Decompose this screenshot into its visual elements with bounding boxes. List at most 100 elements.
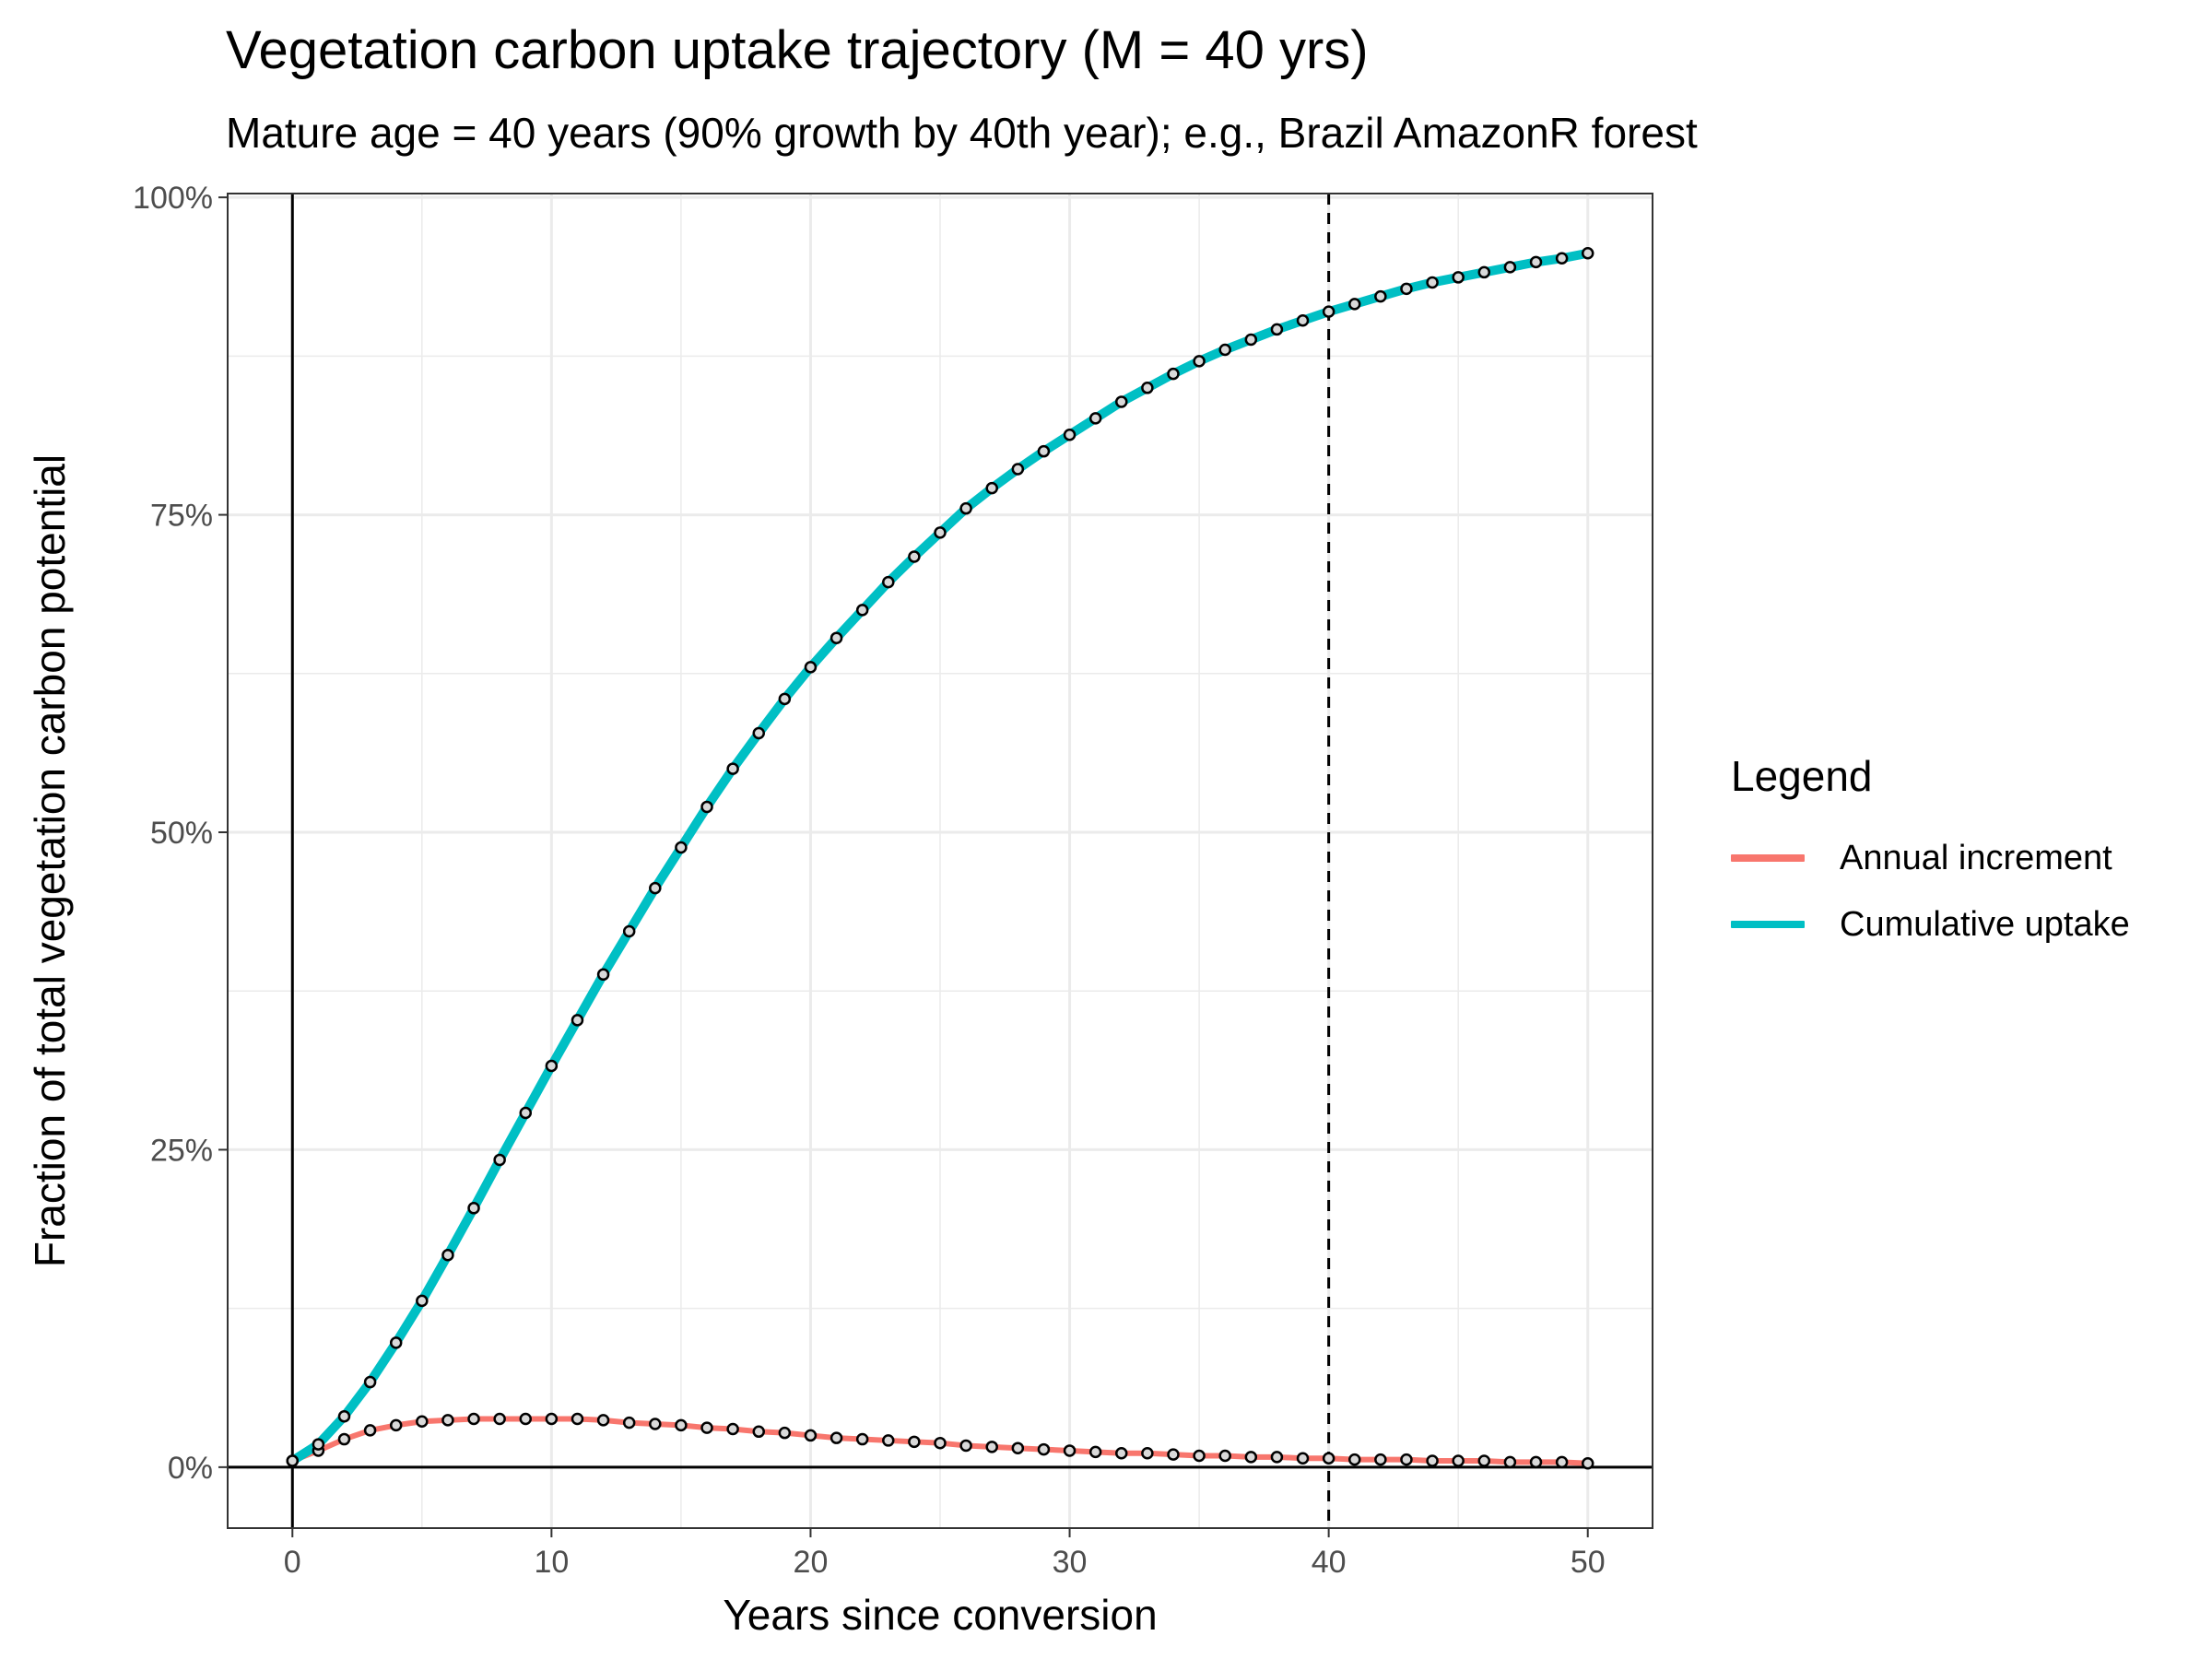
chart-subtitle: Mature age = 40 years (90% growth by 40t… xyxy=(226,109,1698,157)
data-point-annual-increment xyxy=(778,1426,792,1440)
data-point-annual-increment xyxy=(363,1424,377,1437)
y-tick-label: 75% xyxy=(150,499,213,534)
data-point-cumulative-uptake xyxy=(804,661,818,674)
data-point-cumulative-uptake xyxy=(1400,282,1413,296)
data-point-annual-increment xyxy=(1555,1455,1569,1469)
data-point-cumulative-uptake xyxy=(441,1249,454,1262)
data-point-annual-increment xyxy=(1477,1454,1491,1467)
data-point-annual-increment xyxy=(1115,1446,1128,1460)
data-point-cumulative-uptake xyxy=(959,501,972,515)
data-point-annual-increment xyxy=(1063,1444,1077,1457)
data-point-cumulative-uptake xyxy=(855,604,869,617)
y-tick-label: 25% xyxy=(150,1133,213,1168)
data-point-annual-increment xyxy=(493,1412,506,1426)
data-point-annual-increment xyxy=(1322,1452,1335,1465)
reference-lines xyxy=(228,194,1653,1528)
data-point-annual-increment xyxy=(1400,1453,1413,1466)
data-point-cumulative-uptake xyxy=(571,1014,584,1027)
data-point-cumulative-uptake xyxy=(1244,333,1258,347)
y-tick-label: 0% xyxy=(168,1451,213,1486)
data-point-annual-increment xyxy=(1037,1442,1051,1456)
data-point-cumulative-uptake xyxy=(934,526,947,539)
data-point-annual-increment xyxy=(1088,1445,1102,1459)
data-point-cumulative-uptake xyxy=(519,1106,533,1120)
data-point-cumulative-uptake xyxy=(830,631,843,644)
data-point-annual-increment xyxy=(675,1418,688,1432)
data-point-cumulative-uptake xyxy=(416,1294,429,1308)
data-point-cumulative-uptake xyxy=(1581,247,1594,260)
data-point-annual-increment xyxy=(1296,1452,1310,1465)
data-point-annual-increment xyxy=(1581,1456,1594,1470)
data-point-annual-increment xyxy=(855,1432,869,1446)
x-tick-label: 20 xyxy=(794,1545,829,1580)
data-point-annual-increment xyxy=(1452,1454,1465,1467)
data-point-annual-increment xyxy=(1141,1446,1154,1460)
data-point-cumulative-uptake xyxy=(1037,444,1051,458)
data-point-annual-increment xyxy=(726,1422,739,1436)
data-point-annual-increment xyxy=(804,1429,818,1442)
y-axis-title: Fraction of total vegetation carbon pote… xyxy=(26,454,74,1267)
data-point-cumulative-uptake xyxy=(1141,382,1154,394)
data-point-cumulative-uptake xyxy=(1452,271,1465,284)
data-point-cumulative-uptake xyxy=(312,1438,325,1451)
data-point-cumulative-uptake xyxy=(1477,265,1491,279)
data-point-cumulative-uptake xyxy=(1503,261,1517,274)
data-point-annual-increment xyxy=(571,1412,584,1426)
data-point-annual-increment xyxy=(519,1412,533,1426)
data-point-cumulative-uptake xyxy=(545,1059,559,1073)
data-point-annual-increment xyxy=(545,1412,559,1426)
data-point-cumulative-uptake xyxy=(1063,429,1077,441)
data-point-annual-increment xyxy=(1347,1453,1361,1466)
data-point-cumulative-uptake xyxy=(337,1410,351,1423)
data-point-annual-increment xyxy=(416,1415,429,1429)
data-point-cumulative-uptake xyxy=(649,881,662,895)
y-tick-label: 50% xyxy=(150,816,213,851)
data-point-cumulative-uptake xyxy=(726,762,739,775)
data-point-annual-increment xyxy=(1193,1449,1206,1463)
legend: Legend Annual increment Cumulative uptak… xyxy=(1731,751,2130,958)
data-point-cumulative-uptake xyxy=(286,1454,300,1467)
data-point-annual-increment xyxy=(1270,1451,1284,1464)
data-point-annual-increment xyxy=(830,1431,843,1444)
data-point-annual-increment xyxy=(649,1418,662,1430)
data-point-cumulative-uptake xyxy=(1426,276,1439,289)
data-point-cumulative-uptake xyxy=(882,575,895,589)
data-point-cumulative-uptake xyxy=(1529,255,1543,269)
x-axis-title: Years since conversion xyxy=(723,1591,1157,1639)
data-point-annual-increment xyxy=(441,1414,454,1427)
data-point-annual-increment xyxy=(908,1435,921,1449)
data-point-cumulative-uptake xyxy=(985,481,998,495)
data-point-annual-increment xyxy=(467,1412,480,1426)
legend-item-annual-increment: Annual increment xyxy=(1731,825,2130,891)
data-point-annual-increment xyxy=(1503,1455,1517,1469)
data-point-annual-increment xyxy=(622,1416,636,1430)
x-tick-label: 10 xyxy=(534,1545,569,1580)
data-point-annual-increment xyxy=(882,1434,895,1447)
data-point-cumulative-uptake xyxy=(1270,323,1284,336)
data-point-annual-increment xyxy=(985,1441,998,1453)
x-tick-label: 50 xyxy=(1571,1545,1606,1580)
data-point-cumulative-uptake xyxy=(596,968,610,982)
data-point-cumulative-uptake xyxy=(1296,314,1310,327)
data-point-cumulative-uptake xyxy=(700,800,713,814)
data-point-annual-increment xyxy=(1426,1454,1439,1467)
legend-label-annual-increment: Annual increment xyxy=(1840,838,2112,877)
data-point-cumulative-uptake xyxy=(363,1375,377,1389)
data-point-cumulative-uptake xyxy=(1347,298,1361,311)
data-point-annual-increment xyxy=(1244,1451,1258,1464)
data-point-cumulative-uptake xyxy=(1218,343,1231,357)
data-point-cumulative-uptake xyxy=(908,550,921,563)
y-tick-label: 100% xyxy=(133,181,213,216)
data-points xyxy=(286,247,1594,1470)
x-tick-label: 30 xyxy=(1053,1545,1088,1580)
legend-item-cumulative-uptake: Cumulative uptake xyxy=(1731,891,2130,958)
data-point-annual-increment xyxy=(1374,1453,1387,1466)
chart-title: Vegetation carbon uptake trajectory (M =… xyxy=(226,20,1369,80)
data-point-annual-increment xyxy=(1218,1449,1231,1463)
legend-key-cumulative-uptake xyxy=(1731,921,1805,928)
data-point-annual-increment xyxy=(596,1414,610,1427)
data-point-cumulative-uptake xyxy=(1322,305,1335,318)
data-point-cumulative-uptake xyxy=(778,692,792,706)
data-point-cumulative-uptake xyxy=(1115,395,1128,408)
